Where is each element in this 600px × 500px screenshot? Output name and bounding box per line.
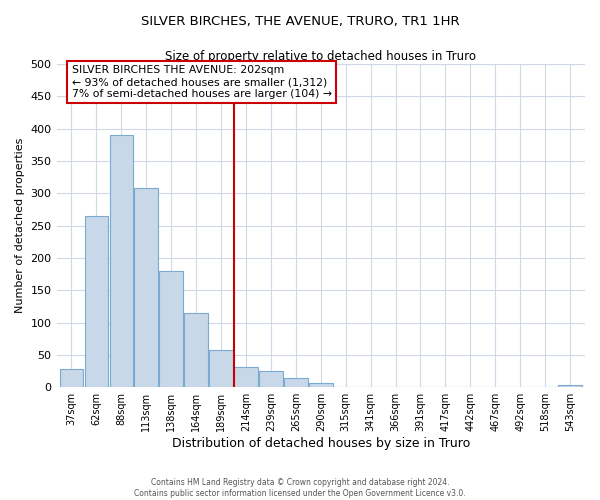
Text: SILVER BIRCHES, THE AVENUE, TRURO, TR1 1HR: SILVER BIRCHES, THE AVENUE, TRURO, TR1 1… xyxy=(140,15,460,28)
Bar xyxy=(284,378,308,387)
Title: Size of property relative to detached houses in Truro: Size of property relative to detached ho… xyxy=(165,50,476,63)
Text: SILVER BIRCHES THE AVENUE: 202sqm
← 93% of detached houses are smaller (1,312)
7: SILVER BIRCHES THE AVENUE: 202sqm ← 93% … xyxy=(72,66,332,98)
Bar xyxy=(234,366,258,387)
Bar xyxy=(59,369,83,387)
Bar xyxy=(134,188,158,387)
Text: Contains HM Land Registry data © Crown copyright and database right 2024.
Contai: Contains HM Land Registry data © Crown c… xyxy=(134,478,466,498)
Bar xyxy=(184,313,208,387)
Bar xyxy=(259,371,283,387)
Bar xyxy=(209,350,233,387)
Y-axis label: Number of detached properties: Number of detached properties xyxy=(15,138,25,314)
Bar xyxy=(160,271,183,387)
Bar xyxy=(110,135,133,387)
Bar xyxy=(309,384,332,387)
Bar xyxy=(85,216,108,387)
X-axis label: Distribution of detached houses by size in Truro: Distribution of detached houses by size … xyxy=(172,437,470,450)
Bar xyxy=(558,386,582,387)
